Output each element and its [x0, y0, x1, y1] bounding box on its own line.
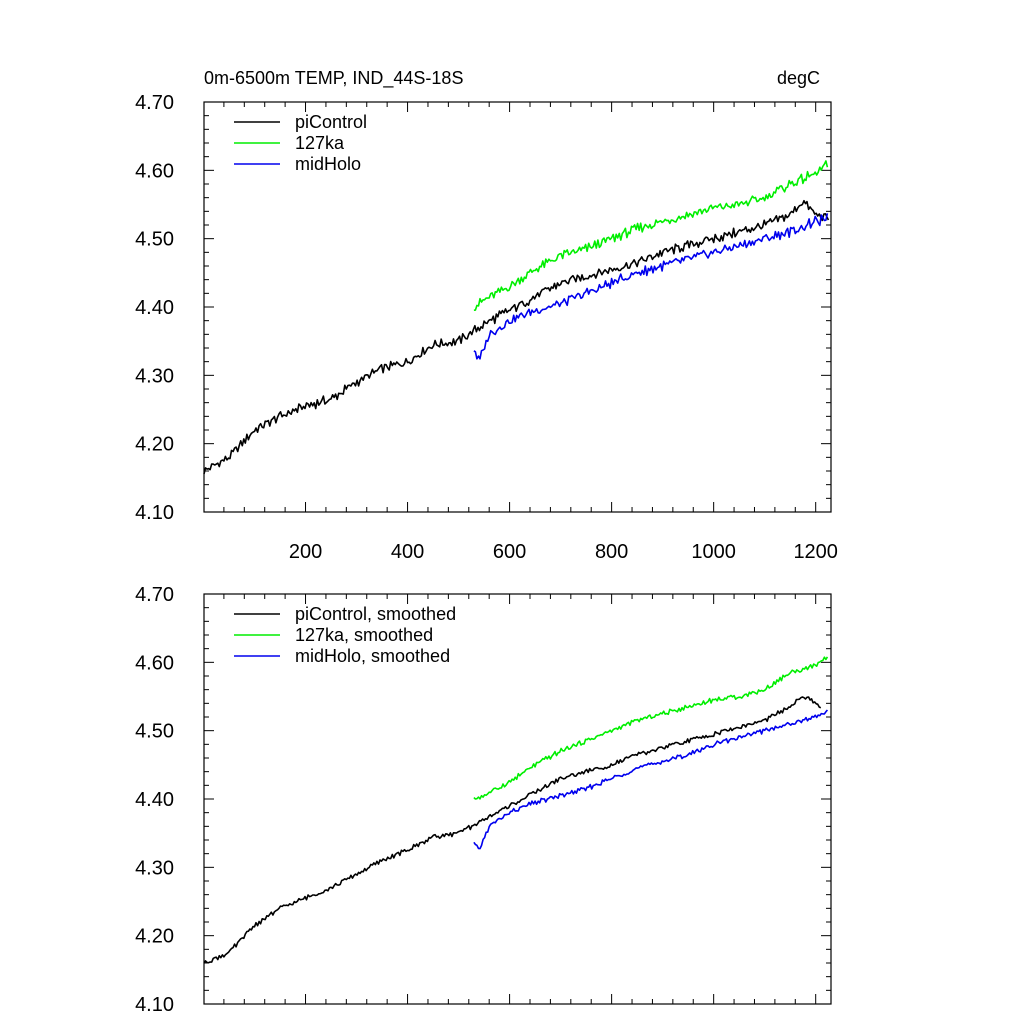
- y-tick-label: 4.30: [135, 365, 174, 387]
- series-line-midholo-smoothed: [473, 709, 829, 850]
- x-tick-label: 200: [289, 541, 322, 563]
- chart-title: 0m-6500m TEMP, IND_44S-18S: [204, 68, 463, 89]
- y-tick-label: 4.70: [135, 92, 174, 114]
- series-line-127ka-smoothed: [473, 656, 829, 800]
- y-tick-label: 4.30: [135, 857, 174, 879]
- bottom-panel: 4.10 4.20 4.30 4.40 4.50 4.60 4.70 piControl, …: [135, 584, 832, 1016]
- y-tick-label: 4.40: [135, 789, 174, 811]
- series-line-picontrol-smoothed: [203, 696, 822, 964]
- series-group: [203, 656, 829, 964]
- y-tick-labels: 4.10 4.20 4.30 4.40 4.50 4.60 4.70: [135, 584, 174, 1016]
- y-tick-label: 4.50: [135, 229, 174, 251]
- legend-label: 127ka: [295, 133, 345, 153]
- x-tick-label: 600: [493, 541, 526, 563]
- y-tick-label: 4.10: [135, 994, 174, 1016]
- legend-label: piControl: [295, 112, 367, 132]
- x-tick-labels: 200 400 600 800 1000 1200: [289, 541, 838, 563]
- series-line-picontrol: [203, 199, 830, 475]
- series-group: [203, 160, 830, 475]
- y-tick-label: 4.60: [135, 652, 174, 674]
- series-line-127ka: [473, 160, 829, 311]
- y-tick-label: 4.10: [135, 502, 174, 524]
- legend-label: midHolo, smoothed: [295, 646, 450, 666]
- axis-ticks: [204, 101, 831, 513]
- x-tick-label: 400: [391, 541, 424, 563]
- x-tick-label: 1000: [691, 541, 736, 563]
- axis-ticks: [204, 593, 831, 1005]
- series-line-midholo: [473, 213, 829, 360]
- y-tick-label: 4.20: [135, 434, 174, 456]
- y-tick-label: 4.60: [135, 160, 174, 182]
- legend-label: piControl, smoothed: [295, 604, 456, 624]
- x-tick-label: 800: [595, 541, 628, 563]
- x-tick-label: 1200: [793, 541, 838, 563]
- y-tick-label: 4.40: [135, 297, 174, 319]
- y-tick-label: 4.70: [135, 584, 174, 606]
- y-tick-label: 4.50: [135, 721, 174, 743]
- y-tick-label: 4.20: [135, 926, 174, 948]
- units-label: degC: [777, 68, 820, 88]
- top-panel: 0m-6500m TEMP, IND_44S-18S degC 4.10 4.20…: [135, 68, 838, 563]
- legend-label: 127ka, smoothed: [295, 625, 433, 645]
- legend-label: midHolo: [295, 154, 361, 174]
- y-tick-labels: 4.10 4.20 4.30 4.40 4.50 4.60 4.70: [135, 92, 174, 524]
